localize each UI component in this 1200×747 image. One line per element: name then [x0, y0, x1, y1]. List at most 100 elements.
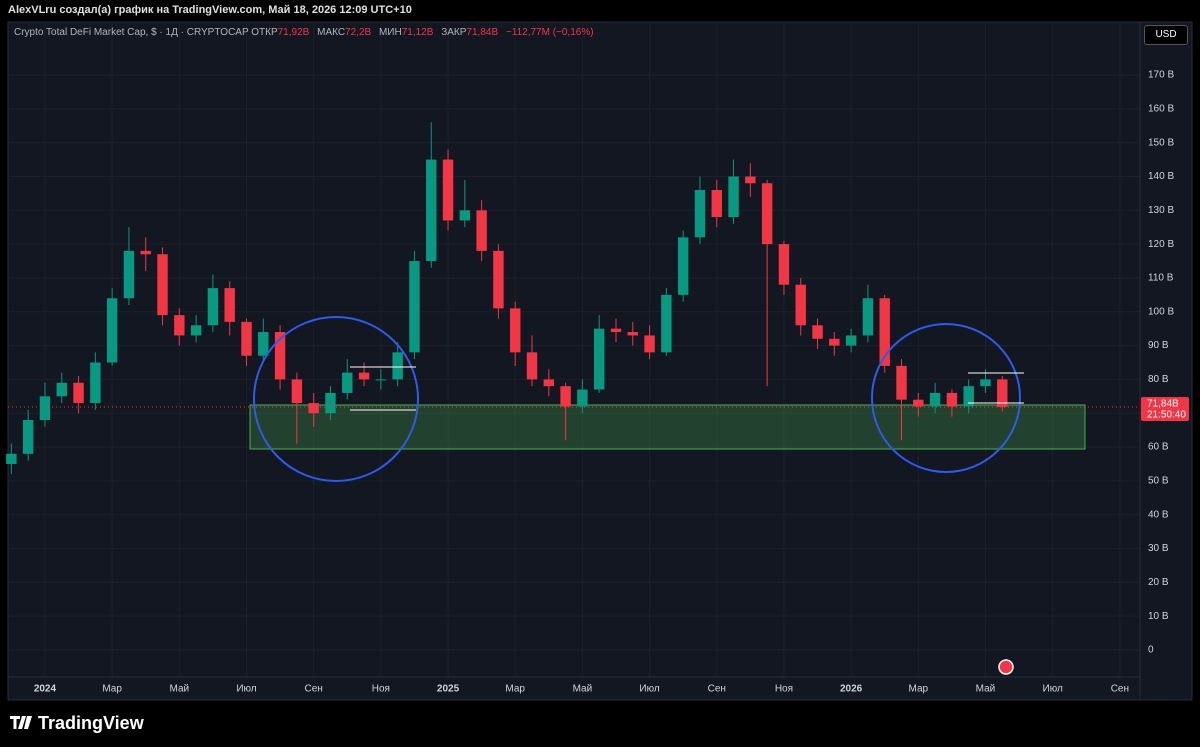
x-tick-label: 2026 [840, 684, 863, 695]
brand: TradingView [38, 713, 144, 733]
candle-body [526, 352, 538, 380]
candle-body [778, 244, 790, 285]
candle-body [409, 261, 420, 353]
x-tick-label: Ноя [775, 684, 793, 695]
y-tick-label: 170 B [1148, 70, 1174, 81]
candle-body [493, 250, 504, 309]
candle-body [913, 399, 924, 407]
candle-body [543, 379, 555, 387]
x-tick-label: Июл [639, 684, 659, 695]
y-tick-label: 20 B [1148, 577, 1169, 588]
x-tick-label: Мар [505, 684, 525, 695]
candle-body [728, 176, 739, 218]
legend-label: МАКС [317, 27, 346, 38]
x-tick-label: Май [170, 684, 190, 695]
y-tick-label: 110 B [1148, 273, 1174, 284]
candle-body [73, 382, 84, 404]
candle-body [610, 328, 622, 333]
price-tag-countdown: 21:50:40 [1147, 410, 1186, 421]
candle-body [812, 325, 823, 339]
candle-body [375, 379, 387, 381]
candle-body [224, 288, 235, 322]
candle-body [291, 379, 303, 404]
candle-body [342, 372, 353, 393]
x-tick-label: Сен [305, 684, 323, 695]
candle-body [426, 159, 437, 262]
candle-body [661, 294, 672, 353]
candle-body [358, 372, 370, 380]
x-tick-label: Мар [102, 684, 122, 695]
legend-label: ОТКР [251, 27, 278, 38]
candle-body [22, 419, 34, 454]
candle-body [476, 210, 487, 251]
x-tick-label: Май [573, 684, 593, 695]
y-tick-label: 90 B [1148, 340, 1169, 351]
candle-body [123, 250, 135, 299]
candle-body [997, 379, 1008, 407]
y-tick-label: 160 B [1148, 103, 1174, 114]
candle-body [577, 389, 588, 407]
x-tick-label: Сен [708, 684, 726, 695]
currency-button[interactable]: USD [1144, 25, 1188, 45]
candle-body [711, 190, 722, 218]
legend-value: 71,12B [401, 27, 434, 38]
candle-body [274, 332, 286, 380]
candle-body [761, 183, 773, 245]
y-tick-label: 140 B [1148, 171, 1174, 182]
candle-body [56, 382, 67, 397]
candle-body [241, 321, 252, 356]
x-tick-label: Мар [909, 684, 929, 695]
candle-body [745, 176, 756, 184]
candle-body [174, 315, 185, 336]
legend-label: МИН [378, 27, 402, 38]
candle-body [980, 379, 991, 387]
y-tick-label: 30 B [1148, 543, 1169, 554]
candle-body [140, 250, 151, 255]
y-tick-label: 10 B [1148, 611, 1169, 622]
candle-body [190, 325, 202, 336]
legend-value: 72,2B [345, 27, 372, 38]
candle-body [896, 365, 907, 400]
y-tick-label: 130 B [1148, 205, 1174, 216]
candle-body [795, 284, 806, 326]
y-tick-label: 0 [1148, 645, 1154, 656]
candle-body [845, 335, 857, 346]
circle-annotation [253, 316, 419, 482]
x-tick-label: Июл [1043, 684, 1063, 695]
legend-change: −112,77M (−0,16%) [505, 27, 594, 38]
support-zone [249, 404, 1086, 450]
price-tag-value: 71,84B [1147, 399, 1179, 410]
x-tick-label: 2025 [437, 684, 460, 695]
legend: Crypto Total DeFi Market Cap, $ · 1Д · C… [14, 27, 599, 38]
candle-body [963, 386, 974, 407]
candle-body [106, 298, 118, 363]
y-tick-label: 100 B [1148, 306, 1174, 317]
event-icon[interactable] [998, 659, 1014, 675]
y-tick-label: 60 B [1148, 442, 1169, 453]
y-tick-label: 120 B [1148, 239, 1174, 250]
candle-body [157, 254, 168, 316]
price-tag [1141, 396, 1189, 421]
circle-annotation [871, 323, 1021, 473]
candle-body [258, 332, 269, 356]
candle-body [325, 392, 336, 414]
legend-value: 71,84B [466, 27, 499, 38]
x-tick-label: Ноя [372, 684, 390, 695]
candle-body [644, 335, 655, 353]
candle-body [510, 308, 521, 353]
candle-body [6, 453, 17, 464]
y-tick-label: 80 B [1148, 374, 1169, 385]
candle-body [308, 403, 319, 414]
y-tick-label: 50 B [1148, 475, 1169, 486]
x-tick-label: Сен [1111, 684, 1129, 695]
candle-body [677, 237, 689, 295]
candle-body [560, 386, 571, 407]
candle-body [207, 288, 219, 326]
candle-body [694, 190, 706, 238]
legend-label: ЗАКР [441, 27, 467, 38]
candle-body [862, 298, 874, 336]
candle-body [946, 392, 958, 407]
candle-body [627, 332, 638, 336]
